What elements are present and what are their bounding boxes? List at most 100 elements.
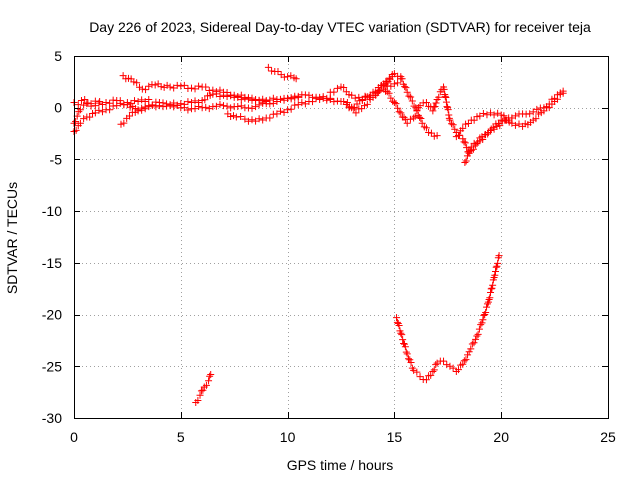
data-point [476,137,484,145]
data-point [106,106,114,114]
data-point [244,117,252,125]
x-tick-label: 15 [387,429,403,445]
data-point [234,103,242,111]
data-point [284,94,292,102]
data-point [445,111,453,119]
data-point [454,132,462,140]
data-point [401,343,409,351]
data-point [86,113,94,121]
data-point [216,86,224,94]
data-point [464,119,472,127]
data-point [173,81,181,89]
data-point [435,93,443,101]
data-point [410,114,418,122]
data-point [443,103,451,111]
data-point [163,81,171,89]
data-point [432,361,440,369]
data-point [333,84,341,92]
data-point [96,98,104,106]
data-point [459,124,467,132]
data-point [429,107,437,115]
data-point [212,102,220,110]
data-point [223,93,231,101]
data-point [390,99,398,107]
data-point [252,103,260,111]
data-point [170,84,178,92]
data-point [355,93,363,101]
data-point [205,105,213,113]
data-point [89,110,97,118]
data-point [237,102,245,110]
data-point [485,295,493,303]
data-point [467,143,475,151]
x-tick-label: 20 [493,429,509,445]
data-point [76,119,84,127]
data-point [398,75,406,83]
data-point [553,95,561,103]
data-point [276,95,284,103]
data-point [461,139,469,147]
data-point [416,113,424,121]
x-tick-label: 0 [70,429,78,445]
data-point [448,120,456,128]
y-tick-label: -5 [50,151,63,167]
data-point [403,350,411,358]
data-point [80,115,88,123]
data-point [191,105,199,113]
data-point [241,94,249,102]
data-point [402,84,410,92]
x-axis-label: GPS time / hours [287,457,394,473]
data-point [422,376,430,384]
data-point [470,339,478,347]
data-point [87,100,95,108]
data-point [388,73,396,81]
data-point [444,106,452,114]
data-point [95,106,103,114]
data-point [403,88,411,96]
data-point [479,110,487,118]
data-point [432,99,440,107]
data-point [216,100,224,108]
data-point [461,159,469,167]
data-point [127,99,135,107]
data-point [170,99,178,107]
data-point [76,106,84,114]
data-point [488,284,496,292]
data-point [348,91,356,99]
data-point [491,271,499,279]
data-point [95,99,103,107]
data-point [478,133,486,141]
data-point [393,314,401,322]
data-point [352,109,360,117]
data-point [382,87,389,95]
data-point [259,98,267,106]
data-point [465,148,473,156]
data-point [529,108,537,116]
data-point [480,311,488,319]
data-point [515,120,523,128]
data-point [148,101,156,109]
data-point [556,90,564,98]
data-point [392,100,400,108]
data-point [187,99,195,107]
data-point [533,105,541,113]
data-point [395,322,403,330]
data-point [410,102,418,110]
data-point [177,82,185,90]
data-point [408,97,416,105]
data-point [494,259,502,267]
data-point [80,101,88,109]
data-point [406,115,414,123]
y-tick-label: -30 [42,410,62,426]
data-point [477,321,485,329]
data-point [98,100,106,108]
data-point [274,68,282,76]
data-point [72,126,80,134]
data-point [126,112,134,120]
data-point [466,147,474,155]
data-point [134,98,142,106]
data-point [319,94,327,102]
data-point [229,112,237,120]
data-point [145,103,153,111]
data-point [430,132,438,140]
